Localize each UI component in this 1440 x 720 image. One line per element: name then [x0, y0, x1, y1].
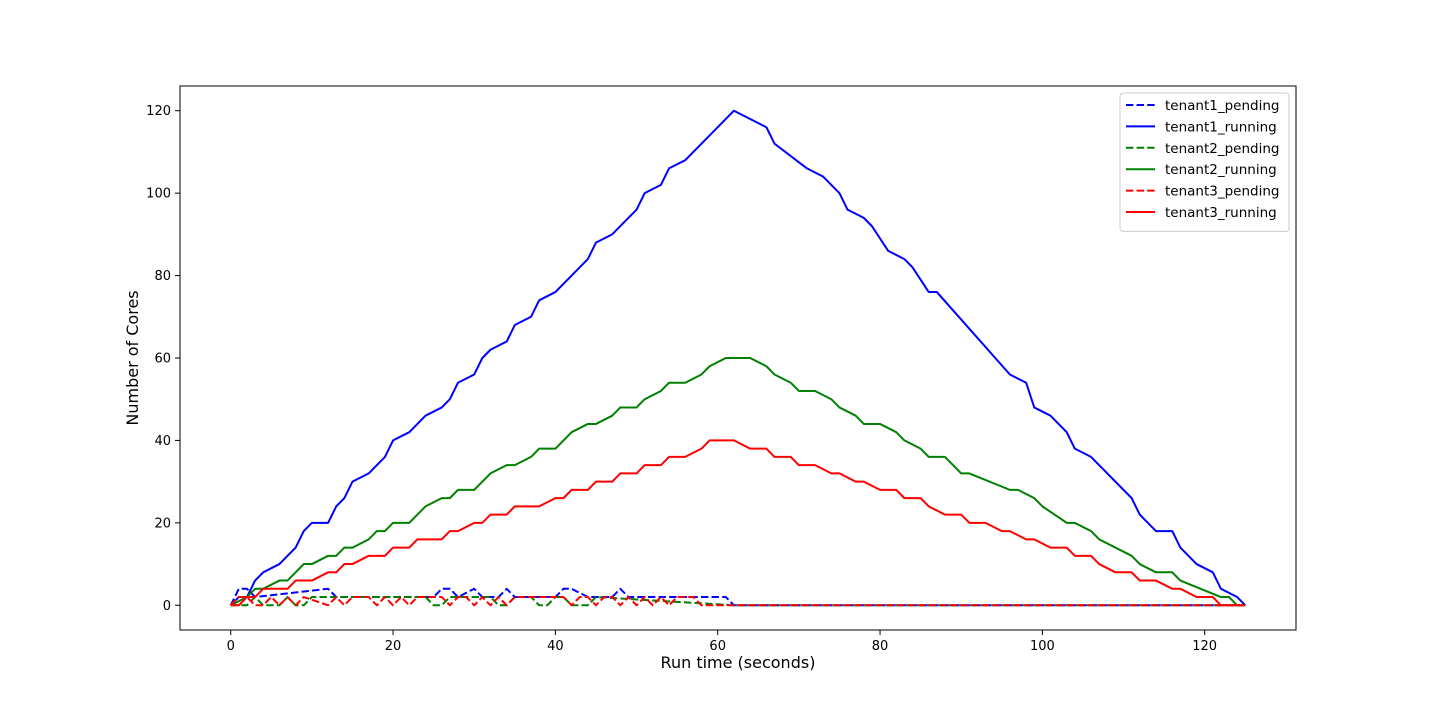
series-line-tenant2_running	[230, 357, 1246, 607]
y-axis-label: Number of Cores	[123, 290, 142, 425]
y-tick-label: 100	[146, 187, 171, 202]
x-tick-label: 60	[709, 639, 726, 654]
y-tick-label: 0	[163, 599, 171, 614]
y-tick-label: 60	[154, 352, 171, 367]
series-line-tenant3_running	[230, 439, 1246, 607]
plot-area	[229, 109, 1246, 607]
legend-box	[1119, 92, 1290, 232]
x-axis-ticks: 0 20 40 60 80 100 120	[227, 630, 1217, 654]
legend-label-tenant2_pending: tenant2_pending	[1165, 141, 1280, 157]
y-tick-label: 80	[154, 269, 171, 284]
x-tick-label: 40	[547, 639, 564, 654]
y-tick-label: 40	[154, 434, 171, 449]
legend-label-tenant2_running: tenant2_running	[1165, 162, 1277, 178]
y-tick-label: 20	[154, 516, 171, 531]
x-tick-label: 100	[1030, 639, 1055, 654]
legend-label-tenant3_pending: tenant3_pending	[1165, 184, 1280, 200]
x-tick-label: 80	[872, 639, 889, 654]
x-tick-label: 120	[1192, 639, 1217, 654]
legend-label-tenant1_running: tenant1_running	[1165, 119, 1277, 135]
legend-label-tenant3_running: tenant3_running	[1165, 205, 1277, 221]
legend: tenant1_pending tenant1_running tenant2_pe…	[1119, 92, 1290, 232]
x-tick-label: 20	[385, 639, 402, 654]
y-tick-label: 120	[146, 104, 171, 119]
legend-label-tenant1_pending: tenant1_pending	[1165, 98, 1280, 114]
y-axis-ticks: 0 20 40 60 80 100 120	[146, 104, 180, 614]
x-axis-label: Run time (seconds)	[661, 653, 816, 672]
series-line-tenant1_running	[230, 109, 1246, 606]
x-tick-label: 0	[227, 639, 235, 654]
